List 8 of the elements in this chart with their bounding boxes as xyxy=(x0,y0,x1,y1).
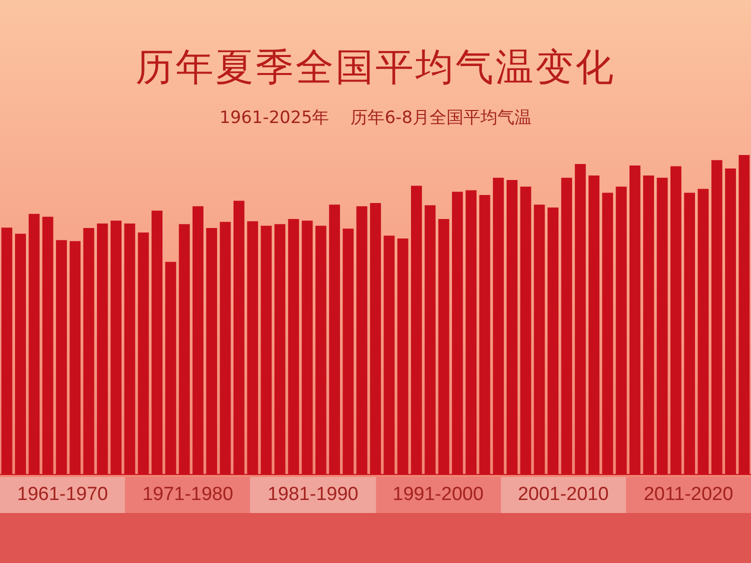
text: 1961-1970 xyxy=(0,477,126,513)
chart-subtitle: 1961-2025年 历年6-8月全国平均气温 xyxy=(218,107,533,129)
text: 2001-2010 xyxy=(500,477,626,513)
text: 2011-2020 xyxy=(626,477,751,513)
text: 1981-1990 xyxy=(250,477,376,513)
text: 1971-1980 xyxy=(125,477,250,513)
text: 1991-2000 xyxy=(376,477,501,513)
chart-title: 历年夏季全国平均气温变化 xyxy=(134,44,616,91)
